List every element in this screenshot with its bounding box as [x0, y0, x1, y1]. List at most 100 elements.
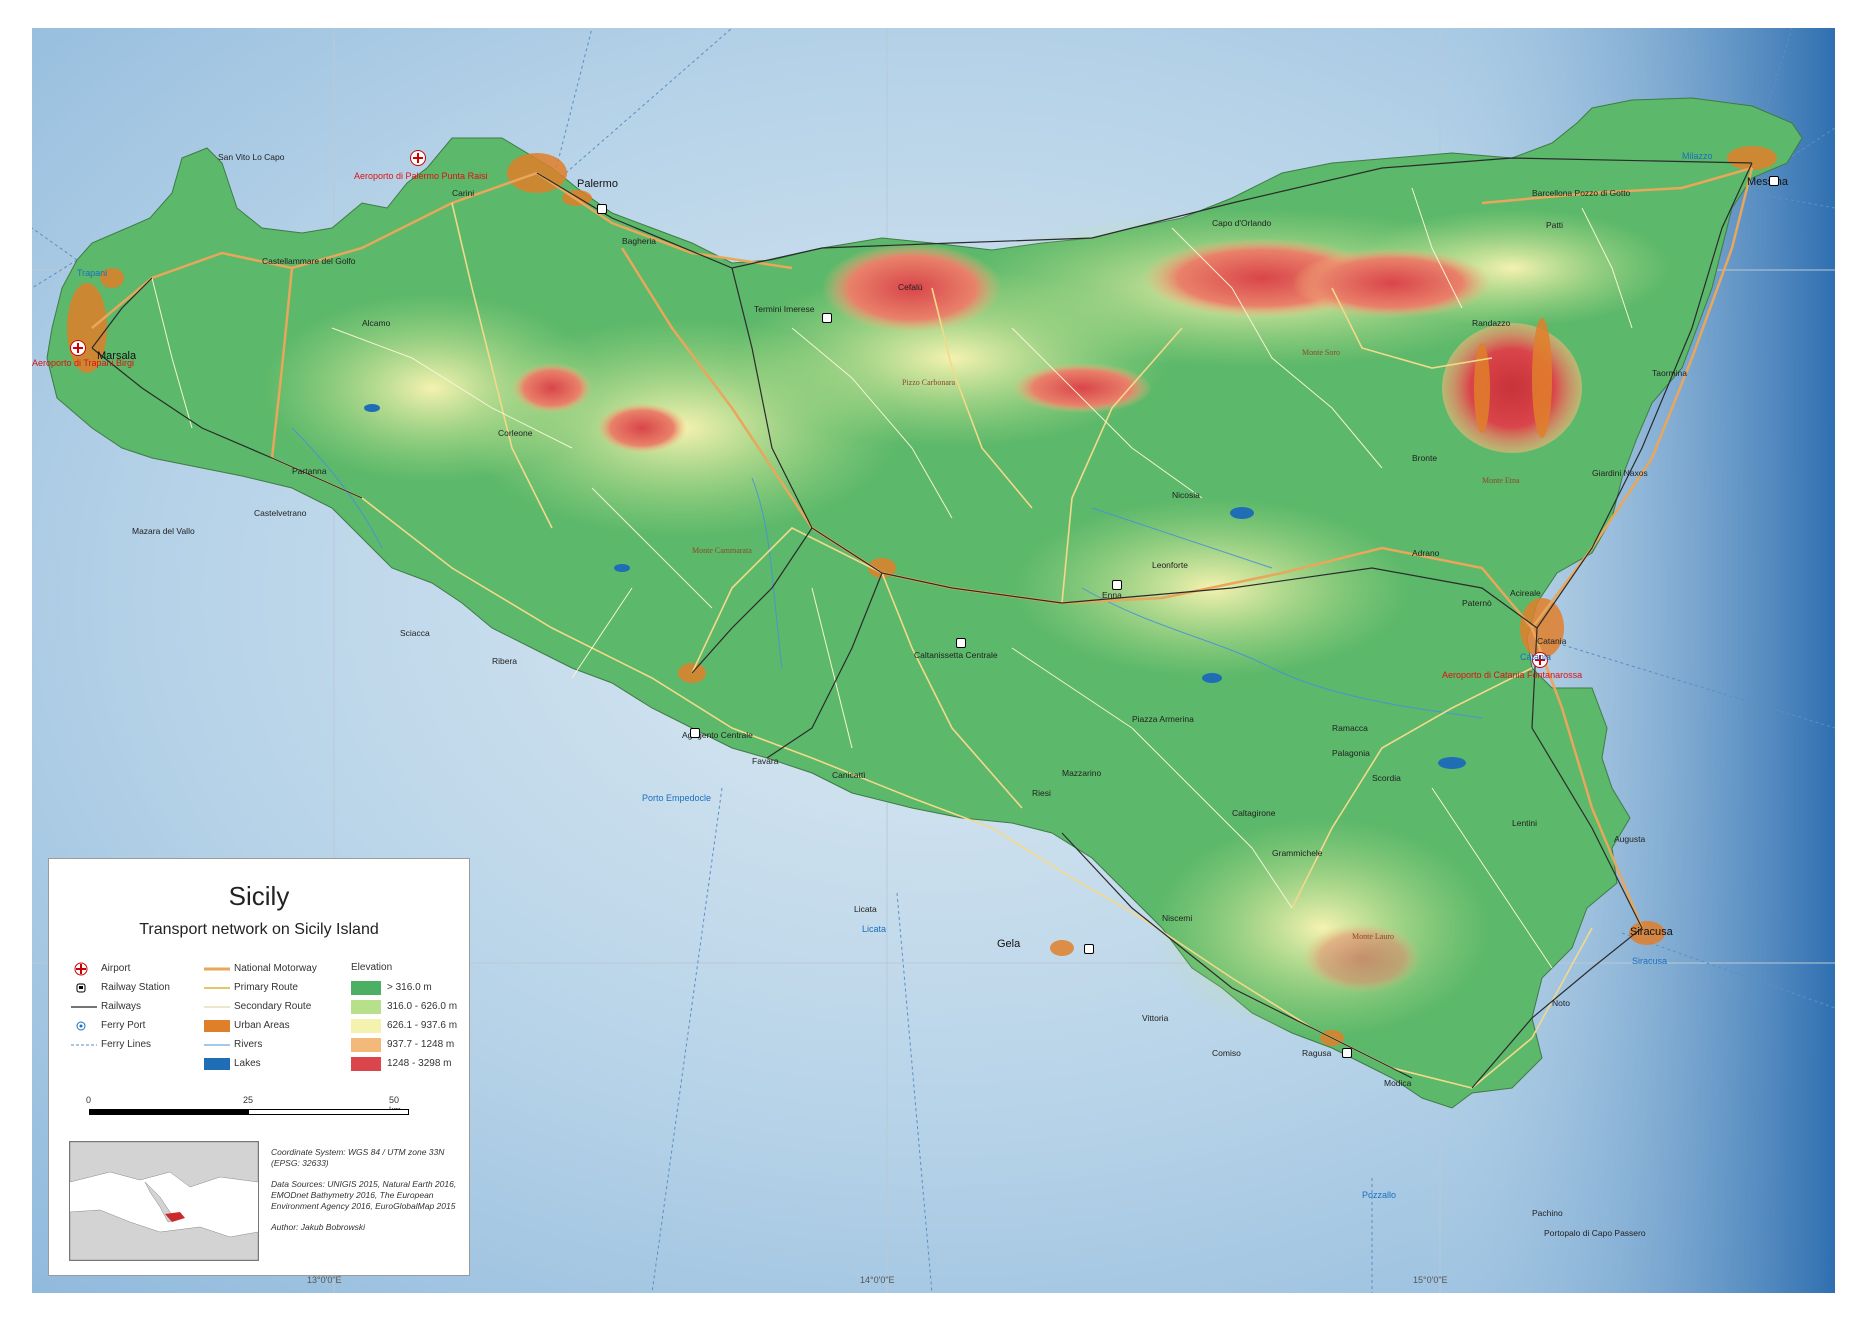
city-noto: Noto — [1552, 998, 1570, 1008]
elevation-swatch — [351, 1057, 381, 1071]
lake-swatch — [204, 1057, 230, 1071]
railway-station-messina[interactable] — [1769, 176, 1779, 186]
railway-station-icon — [71, 981, 97, 995]
lon-label-13: 13°0'0"E — [307, 1275, 342, 1285]
city-corleone: Corleone — [498, 428, 533, 438]
city-comiso: Comiso — [1212, 1048, 1241, 1058]
airport-icon-palermo[interactable] — [410, 150, 426, 166]
elevation-swatch — [351, 1019, 381, 1033]
city-trapani[interactable]: Trapani — [77, 268, 108, 278]
city-bagheria: Bagheria — [622, 236, 657, 246]
map-metadata: Coordinate System: WGS 84 / UTM zone 33N… — [271, 1147, 461, 1243]
port-siracusa[interactable]: Siracusa — [1632, 956, 1668, 966]
city-agrigento[interactable]: Agrigento Centrale — [682, 730, 753, 740]
port-pozzallo[interactable]: Pozzallo — [1362, 1190, 1397, 1200]
railway-station-enna[interactable] — [1112, 580, 1122, 590]
railway-station-ragusa[interactable] — [1342, 1048, 1352, 1058]
inset-map-svg — [70, 1142, 258, 1260]
city-alcamo: Alcamo — [362, 318, 391, 328]
city-caltanissetta[interactable]: Caltanissetta Centrale — [914, 650, 998, 660]
inset-locator-map — [69, 1141, 259, 1261]
city-riesi: Riesi — [1032, 788, 1051, 798]
legend-subtitle: Transport network on Sicily Island — [139, 921, 379, 938]
city-mazara: Mazara del Vallo — [132, 526, 195, 536]
railway-station-termini[interactable] — [822, 313, 832, 323]
city-palermo[interactable]: Palermo — [577, 178, 618, 190]
city-pachino: Pachino — [1532, 1208, 1563, 1218]
city-palagonia: Palagonia — [1332, 748, 1370, 758]
airport-palermo-label[interactable]: Aeroporto di Palermo Punta Raisi — [354, 171, 488, 181]
city-ramacca: Ramacca — [1332, 723, 1368, 733]
city-caltagirone: Caltagirone — [1232, 808, 1276, 818]
railway-station-caltanissetta[interactable] — [956, 638, 966, 648]
primary-route-swatch — [204, 981, 230, 995]
city-barcellona: Barcellona Pozzo di Gotto — [1532, 188, 1631, 198]
scale-label-mid: 25 — [243, 1095, 254, 1105]
city-scordia: Scordia — [1372, 773, 1401, 783]
city-termini: Termini Imerese — [754, 304, 815, 314]
airport-icon — [71, 962, 97, 976]
railway-station-agrigento[interactable] — [690, 728, 700, 738]
primary-routes — [271, 202, 1593, 1089]
city-adrano: Adrano — [1412, 548, 1440, 558]
mountain-lauro: Monte Lauro — [1352, 932, 1394, 941]
city-carini: Carini — [452, 188, 475, 198]
rivers — [291, 427, 1483, 719]
mountain-cammarata: Monte Cammarata — [692, 546, 752, 555]
city-castelvetrano: Castelvetrano — [254, 508, 307, 518]
airport-icon-trapani[interactable] — [70, 340, 86, 356]
city-niscemi: Niscemi — [1162, 913, 1193, 923]
mountain-soro: Monte Soro — [1302, 348, 1340, 357]
city-mazzarino: Mazzarino — [1062, 768, 1102, 778]
city-piazza-armerina: Piazza Armerina — [1132, 714, 1194, 724]
legend-title: Sicily — [228, 881, 290, 911]
urban-area-swatch — [204, 1019, 230, 1033]
city-cefalu: Cefalù — [898, 282, 923, 292]
city-licata[interactable]: Licata — [854, 904, 877, 914]
city-messina[interactable]: Messina — [1747, 176, 1788, 188]
lon-label-14: 14°0'0"E — [860, 1275, 895, 1285]
legend-panel: Sicily Transport network on Sicily Islan… — [48, 858, 470, 1276]
city-enna[interactable]: Enna — [1102, 590, 1122, 600]
elevation-swatch — [351, 1000, 381, 1014]
railway-station-gela[interactable] — [1084, 944, 1094, 954]
port-catania[interactable]: Catania — [1520, 652, 1552, 662]
city-favara: Favara — [752, 756, 779, 766]
city-leonforte: Leonforte — [1152, 560, 1188, 570]
scale-bar: 0 25 50 km — [86, 1095, 409, 1125]
airport-icon-catania[interactable] — [1532, 652, 1548, 668]
coordinate-system: Coordinate System: WGS 84 / UTM zone 33N… — [271, 1147, 445, 1168]
city-marsala[interactable]: Marsala — [97, 350, 137, 362]
city-giardini: Giardini Naxos — [1592, 468, 1648, 478]
secondary-routes — [151, 187, 1633, 969]
map-author: Author: Jakub Bobrowski — [271, 1222, 366, 1232]
city-partanna: Partanna — [292, 466, 327, 476]
airport-trapani-label[interactable]: Aeroporto di Trapani Birgi — [32, 358, 135, 368]
map-frame[interactable]: 13°0'0"E 14°0'0"E 15°0'0"E 38°0'0"N 37°0… — [32, 28, 1835, 1293]
city-catania[interactable]: Catania — [1537, 636, 1567, 646]
city-lentini: Lentini — [1512, 818, 1538, 828]
secondary-route-swatch — [204, 1000, 230, 1014]
port-milazzo[interactable]: Milazzo — [1682, 151, 1713, 161]
city-siracusa[interactable]: Siracusa — [1630, 926, 1673, 938]
city-ragusa[interactable]: Ragusa — [1302, 1048, 1332, 1058]
city-canicatti: Canicattì — [832, 770, 866, 780]
lon-label-15: 15°0'0"E — [1413, 1275, 1448, 1285]
port-licata[interactable]: Licata — [862, 924, 887, 934]
city-taormina: Taormina — [1652, 368, 1687, 378]
city-augusta: Augusta — [1614, 834, 1646, 844]
city-gela[interactable]: Gela — [997, 938, 1021, 950]
scale-label-zero: 0 — [86, 1095, 92, 1105]
city-ribera: Ribera — [492, 656, 518, 666]
city-sciacca: Sciacca — [400, 628, 430, 638]
port-porto-empedocle[interactable]: Porto Empedocle — [642, 793, 712, 803]
elevation-swatch — [351, 981, 381, 995]
city-modica: Modica — [1384, 1078, 1412, 1088]
railway-station-palermo[interactable] — [597, 204, 607, 214]
airport-catania-label[interactable]: Aeroporto di Catania Fontanarossa — [1442, 670, 1583, 680]
city-paterno: Paternò — [1462, 598, 1492, 608]
city-nicosia: Nicosia — [1172, 490, 1200, 500]
river-swatch — [204, 1038, 230, 1052]
railways — [91, 157, 1753, 1089]
mountain-carbonara: Pizzo Carbonara — [902, 378, 956, 387]
